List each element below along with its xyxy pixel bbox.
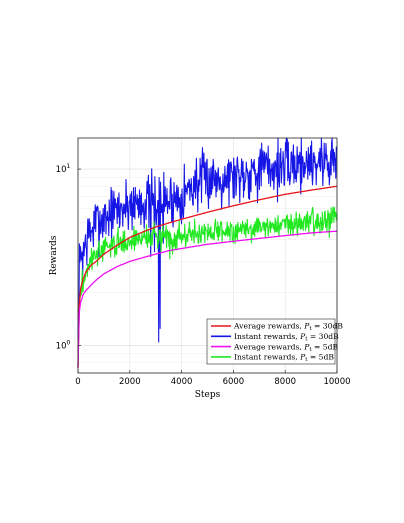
series-line-1: [77, 137, 338, 343]
legend-label: Instant rewards, Pt = 30dB: [234, 332, 339, 343]
x-tick-label: 4000: [171, 377, 193, 387]
legend-label: Average rewards, Pt = 5dB: [233, 342, 338, 353]
y-axis-label: Rewards: [49, 235, 59, 275]
x-tick-label: 10000: [323, 377, 350, 387]
y-tick-label: 100: [56, 340, 71, 352]
legend-label: Instant rewards, Pt = 5dB: [234, 353, 334, 364]
x-tick-label: 0: [75, 377, 80, 387]
axis-ticks: 0 2000 4000 6000 8000 10000 100 101: [56, 163, 351, 387]
axes-frame: [77, 137, 338, 374]
x-tick-label: 6000: [223, 377, 245, 387]
x-tick-label: 8000: [274, 377, 296, 387]
y-tick-label: 101: [56, 163, 71, 175]
x-axis-label: Steps: [195, 390, 221, 400]
series-line-0: [77, 185, 338, 368]
series-line-2: [77, 230, 338, 368]
series-line-3: [77, 206, 338, 366]
x-tick-label: 2000: [119, 377, 141, 387]
legend-label: Average rewards, Pt = 30dB: [233, 322, 343, 333]
plot-area: [77, 137, 338, 368]
